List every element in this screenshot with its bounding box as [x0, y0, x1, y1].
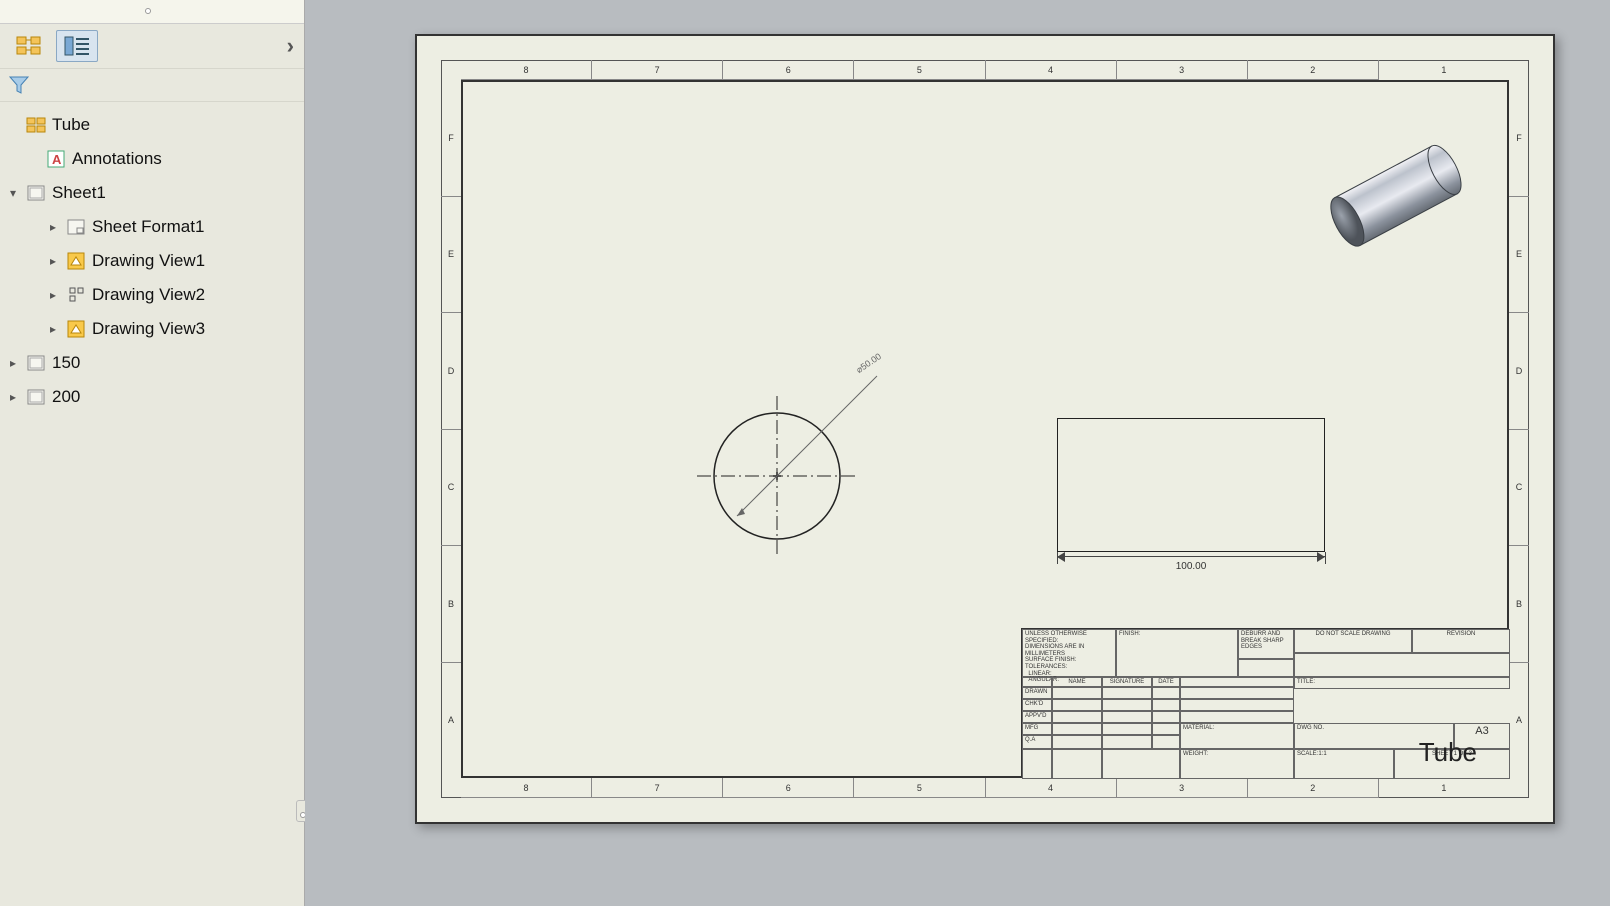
- side-view-rectangle[interactable]: [1057, 418, 1325, 552]
- feature-tree-panel: › Tube A Annotations ▾: [0, 0, 305, 906]
- sheet-format-icon: [66, 217, 86, 237]
- ruler-row-cell: F: [1509, 80, 1529, 197]
- tree-root-tube[interactable]: Tube: [0, 108, 304, 142]
- tree-view3-label: Drawing View3: [92, 319, 205, 339]
- dim-extension-line: [1325, 552, 1326, 564]
- drawing-view-icon: [66, 251, 86, 271]
- drawing-view-icon: [66, 319, 86, 339]
- ruler-right: FEDCBA: [1509, 80, 1529, 778]
- tree-sheet1-label: Sheet1: [52, 183, 106, 203]
- tree-view2-label: Drawing View2: [92, 285, 205, 305]
- tree-sheet1[interactable]: ▾ Sheet1: [0, 176, 304, 210]
- ruler-row-cell: D: [441, 313, 461, 430]
- feature-tree: Tube A Annotations ▾ Sheet1 ▸: [0, 102, 304, 420]
- tree-item-200[interactable]: ▸ 200: [0, 380, 304, 414]
- expand-panel-icon[interactable]: ›: [287, 33, 294, 59]
- tree-150-label: 150: [52, 353, 80, 373]
- tree-annotations[interactable]: A Annotations: [0, 142, 304, 176]
- drawing-sheet: 87654321 87654321 FEDCBA FEDCBA: [415, 34, 1555, 824]
- expand-icon[interactable]: ▸: [46, 220, 60, 234]
- ruler-row-cell: C: [1509, 430, 1529, 547]
- drawing-title: Tube: [1419, 737, 1477, 768]
- tree-drawing-view1[interactable]: ▸ Drawing View1: [0, 244, 304, 278]
- ruler-col-cell: 6: [723, 778, 854, 798]
- drawing-doc-icon: [26, 115, 46, 135]
- ruler-col-cell: 1: [1379, 60, 1509, 80]
- ruler-col-cell: 6: [723, 60, 854, 80]
- ruler-col-cell: 3: [1117, 778, 1248, 798]
- width-dimension[interactable]: 100.00: [1057, 556, 1325, 572]
- ruler-col-cell: 2: [1248, 778, 1379, 798]
- ruler-col-cell: 5: [854, 778, 985, 798]
- ruler-col-cell: 4: [986, 60, 1117, 80]
- tree-drawing-view3[interactable]: ▸ Drawing View3: [0, 312, 304, 346]
- tree-root-label: Tube: [52, 115, 90, 135]
- ruler-col-cell: 3: [1117, 60, 1248, 80]
- expand-icon[interactable]: ▸: [46, 288, 60, 302]
- tree-drawing-view2[interactable]: ▸ Drawing View2: [0, 278, 304, 312]
- expand-icon[interactable]: ▸: [46, 254, 60, 268]
- ruler-row-cell: C: [441, 430, 461, 547]
- panel-tab-strip[interactable]: [0, 0, 304, 24]
- ruler-col-cell: 4: [986, 778, 1117, 798]
- projected-view-icon: [66, 285, 86, 305]
- ruler-col-cell: 1: [1379, 778, 1509, 798]
- ruler-col-cell: 7: [592, 60, 723, 80]
- sheet-icon: [26, 183, 46, 203]
- dim-line: [1057, 556, 1325, 557]
- expand-icon[interactable]: ▸: [6, 390, 20, 404]
- ruler-col-cell: 2: [1248, 60, 1379, 80]
- ruler-row-cell: E: [1509, 197, 1529, 314]
- ruler-row-cell: E: [441, 197, 461, 314]
- collapse-icon[interactable]: ▾: [6, 186, 20, 200]
- ruler-col-cell: 7: [592, 778, 723, 798]
- tree-annotations-label: Annotations: [72, 149, 162, 169]
- ruler-row-cell: A: [1509, 663, 1529, 779]
- title-block: UNLESS OTHERWISE SPECIFIED: DIMENSIONS A…: [1021, 628, 1509, 778]
- tree-filter-row: [0, 68, 304, 102]
- ruler-row-cell: B: [441, 546, 461, 663]
- width-dimension-value: 100.00: [1172, 561, 1211, 572]
- ruler-row-cell: A: [441, 663, 461, 779]
- expand-icon[interactable]: ▸: [46, 322, 60, 336]
- ruler-col-cell: 8: [461, 60, 592, 80]
- property-view-mode-button[interactable]: [56, 30, 98, 62]
- panel-mode-toolbar: ›: [0, 24, 304, 68]
- tree-sheet-format[interactable]: ▸ Sheet Format1: [0, 210, 304, 244]
- expand-icon[interactable]: ▸: [6, 356, 20, 370]
- app-root: › Tube A Annotations ▾: [0, 0, 1610, 906]
- tree-view1-label: Drawing View1: [92, 251, 205, 271]
- ruler-row-cell: B: [1509, 546, 1529, 663]
- svg-text:A: A: [52, 152, 62, 167]
- annotations-icon: A: [46, 149, 66, 169]
- ruler-row-cell: F: [441, 80, 461, 197]
- ruler-top: 87654321: [461, 60, 1509, 80]
- front-view-circle[interactable]: [697, 396, 897, 599]
- tree-200-label: 200: [52, 387, 80, 407]
- tree-item-150[interactable]: ▸ 150: [0, 346, 304, 380]
- ruler-bottom: 87654321: [461, 778, 1509, 798]
- tab-indicator-dot: [145, 8, 151, 14]
- property-mode-icon: [64, 36, 90, 56]
- ruler-col-cell: 5: [854, 60, 985, 80]
- ruler-row-cell: D: [1509, 313, 1529, 430]
- sheet-icon: [26, 387, 46, 407]
- filter-funnel-icon[interactable]: [8, 74, 30, 96]
- isometric-view[interactable]: [1315, 124, 1475, 267]
- ruler-left: FEDCBA: [441, 80, 461, 778]
- tree-sheet-format-label: Sheet Format1: [92, 217, 204, 237]
- tree-view-mode-button[interactable]: [8, 30, 50, 62]
- ruler-col-cell: 8: [461, 778, 592, 798]
- drawing-canvas[interactable]: 87654321 87654321 FEDCBA FEDCBA: [305, 0, 1610, 906]
- tree-mode-icon: [16, 36, 42, 56]
- sheet-icon: [26, 353, 46, 373]
